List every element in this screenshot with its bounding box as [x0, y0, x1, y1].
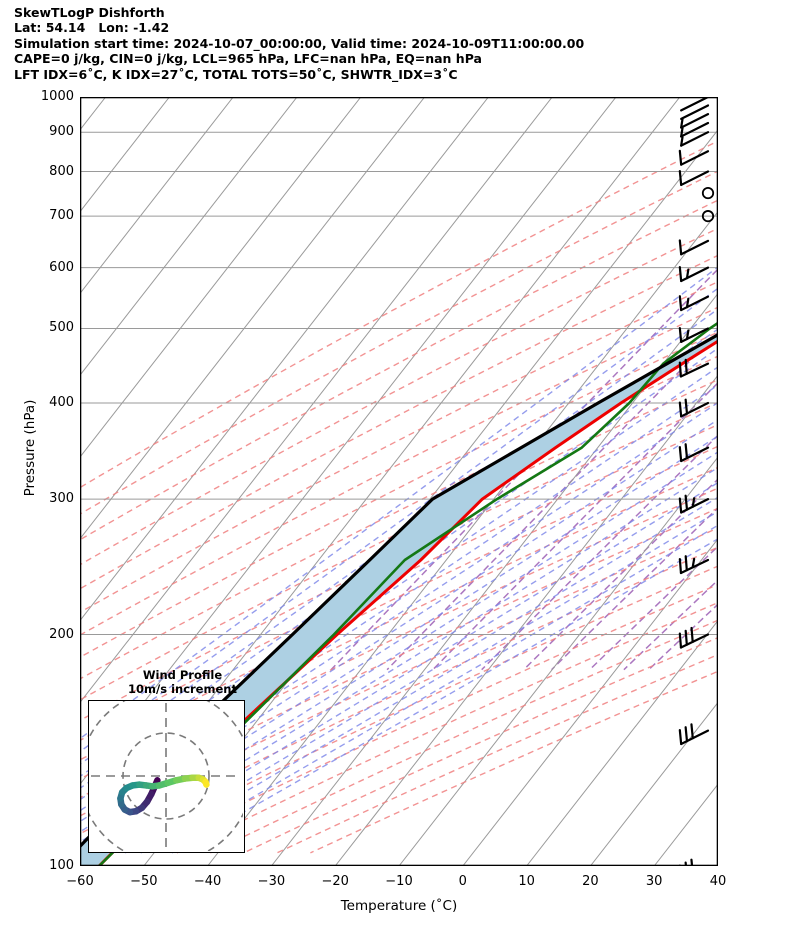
wind-barb-column — [678, 97, 715, 866]
figure-header: SkewTLogP Dishforth Lat: 54.14 Lon: -1.4… — [14, 5, 784, 82]
temperature-tick--50: −50 — [130, 874, 158, 889]
temperature-tick-40: 40 — [709, 874, 727, 889]
hodograph-wind-trace — [117, 774, 210, 816]
hodograph-rings — [36, 646, 296, 906]
temperature-tick--40: −40 — [193, 874, 222, 889]
plot-frame — [80, 97, 718, 866]
pressure-tick-300: 300 — [49, 491, 74, 507]
temperature-curve — [80, 332, 718, 849]
temperature-tick--30: −30 — [257, 874, 286, 889]
temperature-tick--10: −10 — [385, 874, 413, 889]
pressure-tick-800: 800 — [49, 163, 74, 179]
hodograph-canvas — [36, 646, 296, 906]
pressure-tick-100: 100 — [49, 858, 74, 873]
header-times: Simulation start time: 2024-10-07_00:00:… — [14, 35, 585, 51]
hodograph-inset — [36, 646, 296, 906]
pressure-tick-400: 400 — [49, 395, 74, 411]
pressure-tick-600: 600 — [49, 259, 74, 275]
header-title: SkewTLogP Dishforth — [14, 5, 165, 20]
header-indices-line: LFT IDX=6˚C, K IDX=27˚C, TOTAL TOTS=50˚C… — [14, 66, 458, 82]
y-axis-label: Pressure (hPa) — [22, 399, 38, 497]
hodograph-title-line2: 10m/s increment — [128, 682, 237, 696]
temperature-tick-10: 10 — [518, 874, 535, 889]
hodograph-title: Wind Profile 10m/s increment — [95, 668, 270, 696]
temperature-tick--20: −20 — [321, 874, 349, 889]
pressure-tick-1000: 1000 — [40, 89, 74, 104]
header-cape-line: CAPE=0 j/kg, CIN=0 j/kg, LCL=965 hPa, LF… — [14, 51, 482, 67]
hodograph-title-line1: Wind Profile — [142, 668, 223, 682]
pressure-tick-700: 700 — [49, 208, 74, 224]
temperature-tick-30: 30 — [645, 874, 663, 889]
pressure-tick-500: 500 — [49, 320, 74, 336]
pressure-tick-900: 900 — [49, 124, 74, 140]
dry-adiabat-lines — [80, 140, 718, 854]
header-location: Lat: 54.14 Lon: -1.42 — [14, 20, 170, 36]
temperature-tick-20: 20 — [582, 874, 599, 889]
x-axis-label: Temperature (˚C) — [340, 898, 458, 914]
pressure-tick-200: 200 — [49, 626, 74, 642]
parcel-path-curve — [97, 339, 718, 866]
temperature-tick-0: 0 — [458, 874, 467, 889]
dewpoint-curve — [97, 321, 718, 866]
temperature-tick--60: −60 — [66, 874, 94, 889]
